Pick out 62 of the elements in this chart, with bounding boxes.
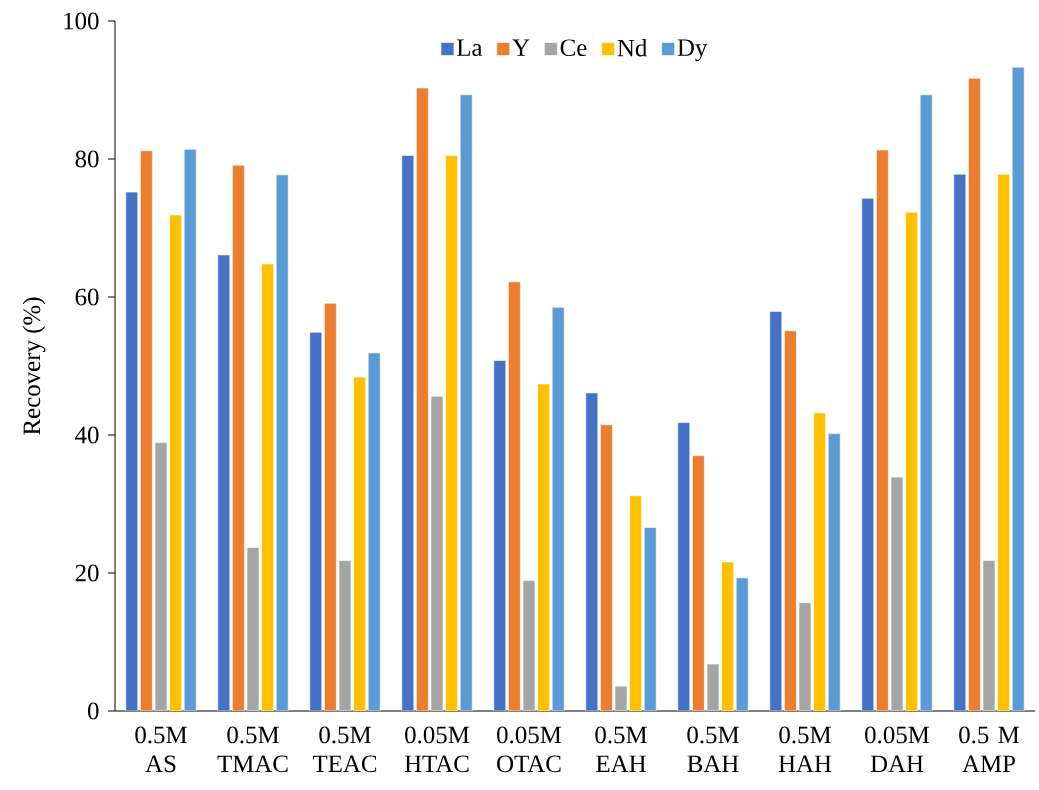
- x-tick-label: 0.5M TMAC: [217, 726, 288, 773]
- bar: [401, 155, 415, 711]
- bar: [769, 311, 783, 711]
- bar: [861, 198, 875, 711]
- bar: [537, 383, 550, 711]
- bar: [508, 281, 521, 711]
- bar: [445, 155, 458, 711]
- bar: [125, 191, 139, 711]
- bar: [692, 455, 705, 711]
- bar: [919, 94, 933, 711]
- bar: [629, 495, 642, 711]
- x-tick-label: 0.5M EAH: [595, 726, 647, 772]
- y-tick-label: 40: [75, 426, 99, 444]
- y-tick-label: 60: [75, 288, 99, 306]
- bar: [551, 307, 565, 711]
- bar: [1011, 66, 1025, 711]
- legend-label: Nd: [617, 38, 648, 57]
- legend-label: La: [456, 39, 483, 57]
- bar: [735, 577, 749, 711]
- bar: [140, 150, 153, 711]
- bar: [813, 412, 826, 711]
- bar: [459, 94, 473, 711]
- legend-label: Y: [512, 39, 530, 56]
- bar: [827, 433, 841, 711]
- x-tick-label: 0.5M HAH: [778, 726, 832, 772]
- bar: [905, 211, 918, 711]
- bar: [876, 149, 889, 711]
- x-tick-label: 0.05M HTAC: [404, 726, 470, 773]
- bar: [643, 527, 657, 711]
- bar: [416, 87, 429, 711]
- x-tick-label: 0.05M DAH: [865, 726, 930, 772]
- bar: [275, 174, 289, 711]
- legend-label: Dy: [677, 39, 708, 62]
- bar: [493, 360, 507, 711]
- bar: [367, 352, 381, 711]
- x-tick-label: 0.5M TEAC: [312, 726, 377, 773]
- legend-label: Ce: [560, 39, 587, 57]
- y-tick-label: 20: [75, 564, 99, 582]
- bar: [784, 330, 797, 711]
- x-tick-label: 0.5 M AMP: [959, 726, 1020, 772]
- x-tick-label: 0.5M BAH: [687, 726, 739, 773]
- bar: [232, 164, 245, 711]
- bar: [677, 422, 691, 711]
- bar: [217, 254, 231, 711]
- bar: [169, 214, 182, 711]
- bar: [309, 331, 323, 711]
- bar: [600, 424, 613, 711]
- bar: [721, 561, 734, 711]
- y-axis-title: Recovery (%): [22, 297, 46, 435]
- bar: [353, 376, 366, 711]
- y-tick-label: 100: [64, 12, 99, 30]
- x-tick-label: 0.05M OTAC: [497, 726, 562, 773]
- bar: [261, 263, 274, 711]
- y-tick-label: 0: [88, 702, 99, 720]
- bar: [953, 173, 967, 711]
- bar: [997, 173, 1010, 711]
- x-tick-label: 0.5M AS: [135, 726, 187, 773]
- bar: [585, 392, 599, 711]
- bar: [183, 149, 197, 711]
- y-tick-label: 80: [75, 150, 99, 168]
- bar: [324, 302, 337, 711]
- bar: [968, 77, 981, 711]
